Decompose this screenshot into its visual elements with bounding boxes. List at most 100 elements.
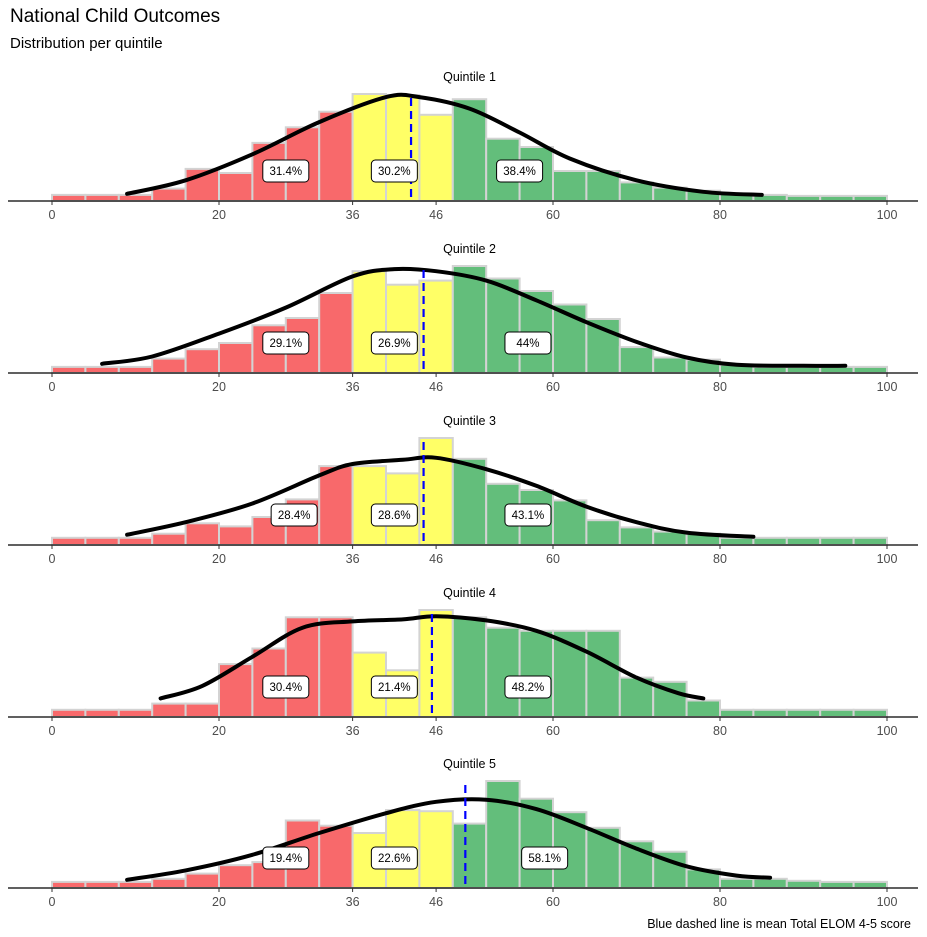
percent-label-box <box>262 331 310 355</box>
histogram-bar <box>318 465 354 547</box>
x-tick-label: 0 <box>49 552 56 566</box>
histogram-bar <box>184 872 221 889</box>
histogram-bar <box>585 826 621 889</box>
histogram-bar <box>351 93 388 202</box>
histogram-bar <box>752 877 788 889</box>
histogram-bar <box>852 880 888 890</box>
percent-label: 58.1% <box>528 853 561 865</box>
percent-label: 48.2% <box>512 682 545 694</box>
histogram-bar <box>852 708 888 718</box>
histogram-bar <box>819 194 855 202</box>
histogram-bar <box>151 357 187 375</box>
histogram-bar <box>752 536 788 546</box>
x-tick-label: 46 <box>429 895 443 909</box>
chart-title: National Child Outcomes <box>10 6 221 27</box>
histogram-bar <box>552 499 588 546</box>
percent-label: 43.1% <box>512 510 545 522</box>
histogram-bar <box>485 626 521 719</box>
histogram-bar <box>151 877 187 889</box>
x-tick-label: 80 <box>713 724 727 738</box>
histogram-bar <box>184 702 221 718</box>
x-tick-label: 80 <box>713 208 727 222</box>
x-tick-label: 100 <box>877 380 898 394</box>
histogram-bar <box>819 880 855 890</box>
percent-label-box <box>370 503 418 527</box>
x-tick-label: 20 <box>212 724 226 738</box>
x-tick-label: 46 <box>429 208 443 222</box>
x-tick-label: 36 <box>346 380 360 394</box>
histogram-bar <box>51 365 87 374</box>
histogram-bar <box>719 536 755 546</box>
density-curve <box>125 797 773 882</box>
histogram-bar <box>418 810 454 890</box>
x-tick-label: 80 <box>713 552 727 566</box>
percent-label-box <box>262 846 310 870</box>
x-tick-label: 100 <box>877 208 898 222</box>
density-curve <box>100 266 848 368</box>
x-tick-label: 100 <box>877 895 898 909</box>
x-tick-label: 80 <box>713 380 727 394</box>
percent-label: 30.2% <box>378 166 411 178</box>
histogram-bar <box>184 522 221 546</box>
x-tick-label: 100 <box>877 724 898 738</box>
histogram-bar <box>51 193 87 202</box>
panel-title: Quintile 3 <box>443 414 496 428</box>
histogram-bar <box>117 880 154 890</box>
histogram-bar <box>84 193 120 202</box>
x-tick-label: 100 <box>877 552 898 566</box>
histogram-bar <box>451 457 488 546</box>
histogram-bar <box>652 356 688 374</box>
histogram-bar <box>218 525 254 547</box>
percent-label-box <box>504 503 552 527</box>
x-tick-label: 46 <box>429 380 443 394</box>
x-tick-label: 20 <box>212 552 226 566</box>
percent-label: 19.4% <box>269 853 302 865</box>
histogram-bar <box>117 708 154 718</box>
histogram-bar <box>318 292 354 374</box>
histogram-bar <box>117 536 154 546</box>
histogram-bar <box>451 822 488 889</box>
x-tick-label: 20 <box>212 895 226 909</box>
x-tick-label: 36 <box>346 208 360 222</box>
panel-title: Quintile 2 <box>443 242 496 256</box>
histogram-bar <box>618 181 655 202</box>
percent-label: 28.4% <box>278 510 311 522</box>
histogram-bar <box>151 702 187 718</box>
x-tick-label: 60 <box>546 895 560 909</box>
percent-label: 44% <box>516 338 539 350</box>
x-tick-label: 60 <box>546 380 560 394</box>
chart-caption: Blue dashed line is mean Total ELOM 4-5 … <box>647 917 911 931</box>
histogram-bar <box>51 708 87 718</box>
x-tick-label: 0 <box>49 208 56 222</box>
histogram-bar <box>318 824 354 890</box>
x-tick-label: 46 <box>429 724 443 738</box>
histogram-bar <box>585 519 621 547</box>
x-tick-label: 46 <box>429 552 443 566</box>
density-curve <box>125 455 756 539</box>
x-tick-label: 60 <box>546 552 560 566</box>
percent-label-box <box>270 503 318 527</box>
panel-title: Quintile 4 <box>443 586 496 600</box>
x-tick-label: 0 <box>49 724 56 738</box>
x-tick-label: 20 <box>212 380 226 394</box>
histogram-bar <box>785 536 822 546</box>
histogram-bar <box>618 526 655 547</box>
histogram-bar <box>685 699 721 718</box>
histogram-bar <box>785 708 822 718</box>
percent-label-box <box>262 159 310 183</box>
histogram-bar <box>852 194 888 202</box>
histogram-bar <box>451 616 488 718</box>
percent-label-box <box>370 159 418 183</box>
histogram-bar <box>852 365 888 374</box>
percent-label-box <box>370 675 418 699</box>
histogram-bar <box>117 193 154 202</box>
panel-title: Quintile 5 <box>443 757 496 771</box>
histogram-bar <box>752 365 788 374</box>
histogram-bar <box>318 110 354 202</box>
density-curve <box>125 92 764 197</box>
histogram-bar <box>719 877 755 889</box>
histogram-bar <box>585 629 621 718</box>
histogram-bar <box>84 708 120 718</box>
percent-label: 30.4% <box>269 682 302 694</box>
